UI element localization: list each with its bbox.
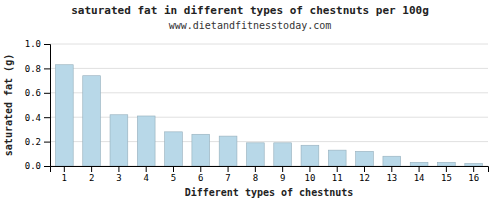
tick-mark [200, 166, 201, 172]
tick-mark [282, 166, 283, 172]
tick-label: 2 [89, 173, 94, 183]
grid-line [50, 44, 488, 45]
tick: 1.0 [25, 39, 50, 49]
tick: 13 [386, 166, 397, 183]
tick: 8 [253, 166, 258, 183]
tick-label: 15 [441, 173, 452, 183]
tick-mark [391, 166, 392, 172]
tick-label: 0.4 [25, 113, 41, 123]
tick: 12 [359, 166, 370, 183]
tick: 7 [225, 166, 230, 183]
y-axis-title: saturated fat (g) [3, 54, 14, 156]
tick-mark [446, 166, 447, 172]
tick: 0.6 [25, 88, 50, 98]
tick-label: 6 [198, 173, 203, 183]
tick-mark [44, 44, 50, 45]
tick-label: 12 [359, 173, 370, 183]
tick-label: 0.6 [25, 88, 41, 98]
tick-label: 0.2 [25, 137, 41, 147]
subtitle: www.dietandfitnesstoday.com [169, 20, 332, 31]
bar [55, 65, 73, 166]
tick-label: 10 [305, 173, 316, 183]
bar [465, 164, 483, 166]
tick-label: 16 [468, 173, 479, 183]
x-axis: 12345678910111213141516 [51, 166, 489, 183]
chart: saturated fat in different types of ches… [0, 0, 500, 200]
grid-line [50, 68, 488, 69]
bar [410, 162, 428, 166]
tick-mark [364, 166, 365, 172]
tick-mark [255, 166, 256, 172]
tick: 3 [116, 166, 121, 183]
tick-mark [44, 142, 50, 143]
tick-label: 3 [116, 173, 121, 183]
tick: 0.8 [25, 64, 50, 74]
tick: 0.2 [25, 137, 50, 147]
tick: 14 [414, 166, 425, 183]
bar [219, 136, 237, 166]
axis-line [44, 45, 51, 167]
bar [328, 150, 346, 166]
title: saturated fat in different types of ches… [71, 4, 429, 17]
grid [50, 44, 488, 166]
tick-mark [173, 166, 174, 172]
tick: 6 [198, 166, 203, 183]
tick-mark [64, 166, 65, 172]
bars [55, 65, 482, 166]
bar [438, 162, 456, 166]
tick: 2 [89, 166, 94, 183]
tick-label: 1.0 [25, 39, 41, 49]
bar [383, 156, 401, 166]
tick-label: 0.8 [25, 64, 41, 74]
bar [137, 116, 155, 166]
tick: 16 [468, 166, 479, 183]
grid-line [50, 92, 488, 93]
tick: 9 [280, 166, 285, 183]
tick-mark [419, 166, 420, 172]
bar [192, 134, 210, 166]
tick-label: 8 [253, 173, 258, 183]
tick-label: 4 [143, 173, 148, 183]
tick-mark [44, 68, 50, 69]
tick-label: 13 [386, 173, 397, 183]
bar [246, 143, 264, 166]
tick-mark [228, 166, 229, 172]
tick: 0.4 [25, 113, 50, 123]
tick-label: 11 [332, 173, 343, 183]
tick-label: 7 [225, 173, 230, 183]
chart-container: saturated fat in different types of ches… [0, 0, 500, 200]
tick-label: 14 [414, 173, 425, 183]
tick-mark [44, 166, 50, 167]
tick: 4 [143, 166, 148, 183]
tick: 15 [441, 166, 452, 183]
axis-line [51, 167, 489, 173]
bar [83, 76, 101, 166]
tick-mark [309, 166, 310, 172]
x-axis-title: Different types of chestnuts [185, 187, 354, 198]
bar [301, 145, 319, 166]
bar [110, 115, 128, 166]
tick-mark [473, 166, 474, 172]
y-axis: 0.0 0.2 0.4 0.6 0.8 1.0 [25, 39, 51, 171]
tick: 5 [171, 166, 176, 183]
tick-mark [146, 166, 147, 172]
tick-mark [44, 117, 50, 118]
tick-label: 9 [280, 173, 285, 183]
tick-label: 1 [62, 173, 67, 183]
tick-mark [44, 93, 50, 94]
tick-mark [118, 166, 119, 172]
tick-mark [337, 166, 338, 172]
tick-mark [91, 166, 92, 172]
bar [274, 143, 292, 166]
bar [356, 151, 374, 166]
tick: 11 [332, 166, 343, 183]
bar [165, 132, 183, 166]
plot: 123456789101112131415160.00.20.40.60.81.… [25, 39, 489, 183]
tick: 1 [62, 166, 67, 183]
tick-label: 5 [171, 173, 176, 183]
tick-label: 0.0 [25, 161, 41, 171]
tick: 0.0 [25, 161, 50, 171]
tick: 10 [305, 166, 316, 183]
